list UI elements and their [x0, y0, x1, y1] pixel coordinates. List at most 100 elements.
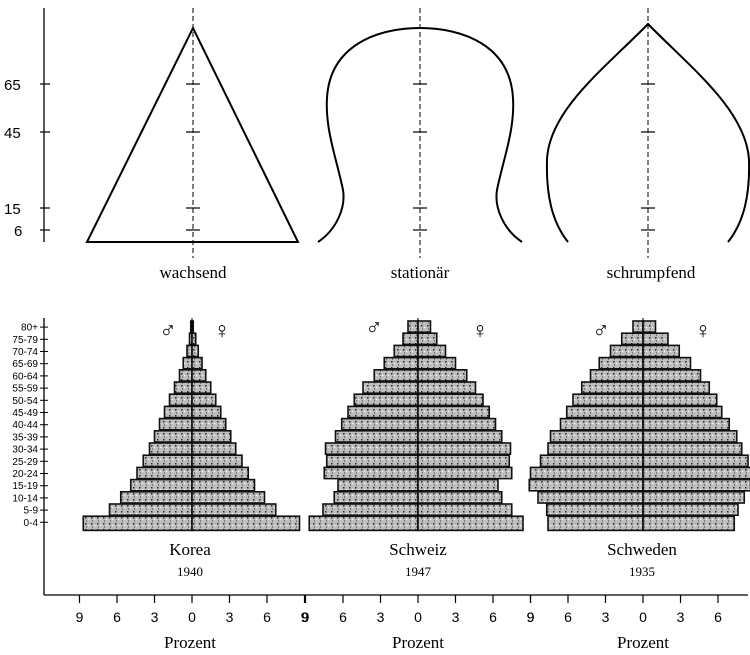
bar-male [322, 503, 419, 516]
shape-schrumpfend: schrumpfend [545, 8, 750, 282]
bar-female [642, 478, 750, 492]
pyramid-schweiz [308, 318, 524, 532]
bar-female [417, 515, 524, 532]
shape-ticks [641, 83, 655, 231]
male-symbol: ♂ [159, 318, 176, 343]
bar-male [142, 454, 193, 468]
schematic-tick-label: 6 [14, 223, 22, 240]
x-tick-label: 6 [113, 609, 121, 625]
bar-male [383, 356, 419, 370]
bar-male [182, 356, 193, 370]
bar-female [417, 393, 484, 407]
x-tick-label: 0 [414, 609, 422, 625]
bar-male [158, 417, 193, 431]
bar-female [642, 320, 657, 333]
bar-female [191, 454, 243, 468]
bar-female [642, 405, 723, 419]
bar-female [191, 393, 217, 407]
x-tick-label: 3 [602, 609, 610, 625]
x-axis-label: Prozent [164, 633, 216, 652]
x-tick-label: 3 [452, 609, 460, 625]
bar-male [325, 454, 419, 468]
bar-male [402, 332, 419, 346]
age-group-label: 15-19 [12, 481, 38, 492]
x-axis-label: Prozent [392, 633, 444, 652]
age-group-label: 10-14 [12, 493, 38, 504]
x-tick-label: 9 [76, 609, 84, 625]
bar-female [642, 490, 746, 504]
bar-female [191, 332, 197, 346]
bar-female [191, 442, 237, 455]
bar-male [353, 393, 419, 407]
bar-female [417, 368, 468, 382]
bar-male [539, 454, 644, 468]
bar-male [129, 478, 193, 492]
shape-label-stationaer: stationär [391, 263, 450, 282]
bar-female [417, 478, 499, 492]
schematic-tick-label: 15 [4, 201, 21, 218]
shape-label-wachsend: wachsend [159, 263, 227, 282]
bar-male [340, 417, 419, 431]
bar-female [642, 515, 736, 532]
age-group-label: 35-39 [12, 432, 38, 443]
bar-male [545, 503, 644, 516]
bar-female [417, 454, 511, 468]
age-group-label: 75-79 [12, 335, 38, 346]
bar-female [642, 417, 731, 431]
bar-female [642, 356, 692, 370]
bar-female [417, 490, 503, 504]
shape-ticks [413, 83, 427, 231]
age-group-label: 50-54 [12, 396, 38, 407]
x-tick-label: 0 [188, 609, 196, 625]
country-title: Schweden [607, 540, 677, 559]
bar-male [572, 393, 644, 407]
stationary-bell-outline [317, 26, 523, 243]
bar-female [191, 417, 227, 431]
bar-male [537, 490, 644, 504]
bar-female [417, 503, 513, 516]
bar-female [417, 332, 438, 346]
country-title: Schweiz [389, 540, 447, 559]
x-tick-label: 3 [226, 609, 234, 625]
bar-female [642, 332, 669, 346]
bar-male [337, 478, 419, 492]
bar-male [168, 393, 193, 407]
male-symbol: ♂ [592, 318, 609, 343]
bar-male [632, 320, 644, 333]
bar-male [598, 356, 644, 370]
bar-male [393, 344, 419, 358]
bar-male [153, 429, 193, 443]
age-group-label: 20-24 [12, 469, 38, 480]
shape-ticks [186, 83, 200, 231]
bar-male [334, 429, 419, 443]
bar-male [529, 466, 644, 480]
bar-female [191, 381, 212, 394]
pyramid-schweden [528, 318, 750, 532]
age-group-label: 0-4 [24, 518, 39, 529]
male-symbol: ♂ [365, 315, 382, 340]
bar-female [642, 393, 718, 407]
x-axis-label: Prozent [617, 633, 669, 652]
shape-label-schrumpfend: schrumpfend [607, 263, 696, 282]
bar-female [642, 454, 749, 468]
bar-female [642, 503, 739, 516]
year-label: 1935 [629, 564, 655, 579]
age-group-label: 5-9 [24, 506, 39, 517]
shrinking-onion-outline [545, 22, 750, 243]
age-group-label: 40-44 [12, 420, 38, 431]
bar-female [642, 442, 743, 455]
age-group-label: 25-29 [12, 457, 38, 468]
x-tick-label: 9 [301, 609, 309, 625]
bar-female [191, 503, 277, 516]
bar-female [191, 490, 266, 504]
bar-female [642, 344, 681, 358]
bar-female [191, 429, 232, 443]
bar-female [417, 405, 491, 419]
bar-male [547, 442, 644, 455]
bar-male [589, 368, 644, 382]
bar-male [559, 417, 644, 431]
bar-male [308, 515, 419, 532]
